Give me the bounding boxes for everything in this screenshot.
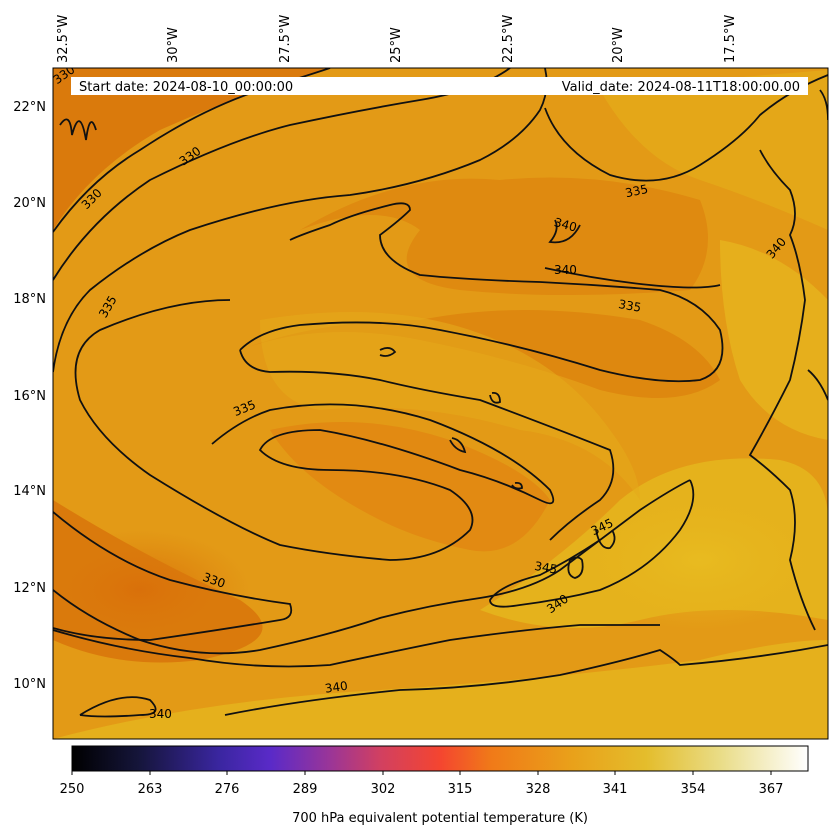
latitude-label: 16°N — [13, 389, 46, 404]
latitude-label: 20°N — [13, 196, 46, 211]
colorbar-gradient — [71, 745, 809, 772]
latitude-label: 12°N — [13, 581, 46, 596]
start-date-text: Start date: 2024-08-10_00:00:00 — [79, 80, 293, 95]
contour-label: 335 — [624, 182, 649, 200]
colorbar-tick: 354 — [681, 782, 706, 797]
longitude-label: 17.5°W — [723, 15, 738, 63]
colorbar-tick: 328 — [526, 782, 551, 797]
longitude-label: 27.5°W — [278, 15, 293, 63]
latitude-labels: 22°N 20°N 18°N 16°N 14°N 12°N 10°N — [13, 100, 46, 692]
longitude-label: 30°W — [166, 27, 181, 63]
latitude-label: 22°N — [13, 100, 46, 115]
colorbar-tick: 276 — [215, 782, 240, 797]
colorbar-tick: 367 — [759, 782, 784, 797]
colorbar-tick: 315 — [448, 782, 473, 797]
longitude-labels: 32.5°W 30°W 27.5°W 25°W 22.5°W 20°W 17.5… — [56, 15, 738, 63]
contour-label: 340 — [553, 215, 579, 234]
equivalent-temperature-field: 330 330 330 330 335 335 335 335 340 340 … — [53, 68, 837, 739]
longitude-label: 22.5°W — [501, 15, 516, 63]
contour-label: 345 — [533, 559, 558, 577]
latitude-label: 18°N — [13, 292, 46, 307]
latitude-label: 14°N — [13, 484, 46, 499]
colorbar-tick: 250 — [60, 782, 85, 797]
map-frame — [52, 67, 829, 740]
contour-labels: 330 330 330 330 335 335 335 335 340 340 … — [53, 68, 837, 721]
valid-date-text: Valid_date: 2024-08-11T18:00:00.00 — [562, 80, 800, 95]
contour-label: 340 — [149, 707, 172, 721]
longitude-label: 25°W — [389, 27, 404, 63]
contour-label: 340 — [554, 263, 577, 277]
contour-lines — [53, 68, 828, 718]
colorbar-tick: 302 — [371, 782, 396, 797]
colorbar-tick: 263 — [138, 782, 163, 797]
longitude-label: 20°W — [611, 27, 626, 63]
colorbar-tick: 289 — [293, 782, 318, 797]
contour-label: 335 — [617, 297, 642, 315]
colorbar: 250 263 276 289 302 315 328 341 354 367 … — [60, 745, 809, 826]
contour-label: 340 — [324, 679, 349, 696]
colorbar-label: 700 hPa equivalent potential temperature… — [292, 811, 588, 826]
date-box — [71, 77, 808, 95]
contour-label: 345 — [828, 373, 837, 398]
colorbar-tick: 341 — [603, 782, 628, 797]
latitude-label: 10°N — [13, 677, 46, 692]
longitude-label: 32.5°W — [56, 15, 71, 63]
